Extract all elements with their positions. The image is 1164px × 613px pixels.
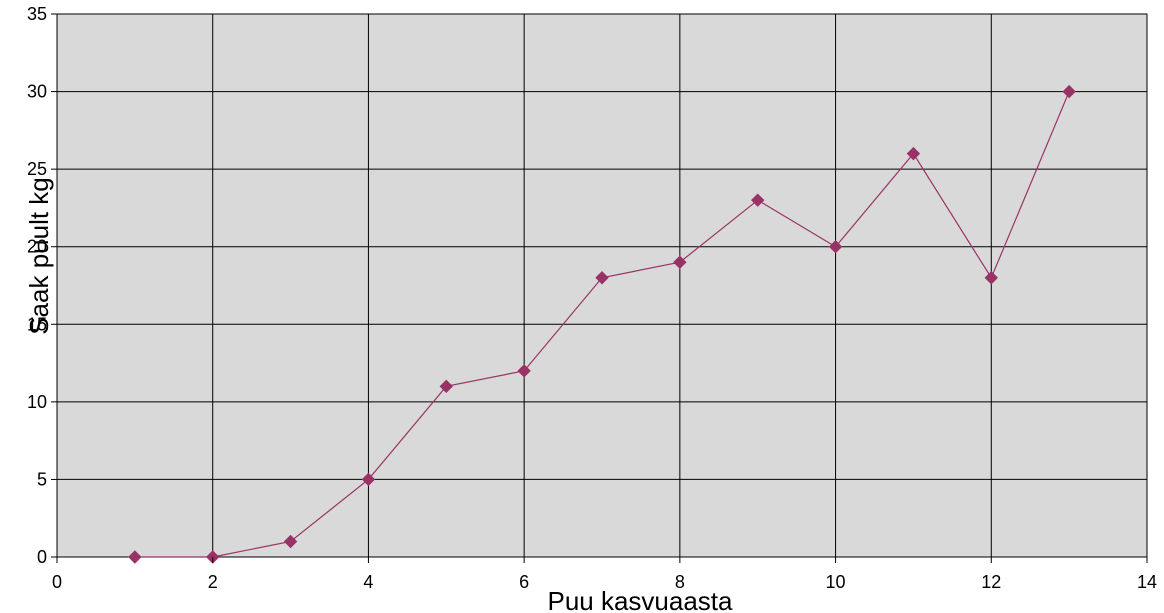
data-point-marker [361, 472, 376, 487]
data-point-marker [673, 255, 687, 269]
data-point-marker [751, 193, 765, 207]
data-point-marker [595, 271, 609, 285]
y-tick-label: 15 [27, 314, 47, 334]
data-point-marker [439, 379, 453, 394]
x-tick-label: 8 [675, 572, 685, 592]
y-tick-label: 20 [27, 237, 47, 257]
data-point-marker [906, 146, 921, 161]
data-point-layer [128, 84, 1076, 564]
y-tick-label: 35 [27, 4, 47, 24]
x-tick-label: 10 [826, 572, 846, 592]
y-tick-label: 10 [27, 392, 47, 412]
data-point-marker [517, 364, 531, 378]
y-axis-ticks: 0 5 10 15 20 25 30 35 [27, 4, 57, 567]
x-tick-label: 6 [519, 572, 529, 592]
x-axis-title: Puu kasvuaasta [547, 586, 733, 613]
data-point-marker [128, 550, 142, 564]
data-point-marker [828, 240, 843, 254]
x-tick-label: 4 [363, 572, 373, 592]
x-tick-label: 12 [981, 572, 1001, 592]
x-tick-label: 0 [52, 572, 62, 592]
y-tick-label: 5 [37, 469, 47, 489]
x-axis-ticks: 0 2 4 6 8 10 12 14 [52, 557, 1157, 592]
plot-area [56, 13, 1148, 558]
data-point-marker [283, 534, 298, 549]
y-axis-title: Saak puult kg [24, 177, 54, 335]
grid-lines [57, 14, 1147, 557]
y-tick-label: 25 [27, 159, 47, 179]
data-point-marker [984, 271, 998, 285]
y-tick-label: 30 [27, 82, 47, 102]
x-tick-label: 14 [1137, 572, 1157, 592]
data-point-marker [1062, 84, 1076, 99]
x-tick-label: 2 [208, 572, 218, 592]
y-tick-label: 0 [37, 547, 47, 567]
